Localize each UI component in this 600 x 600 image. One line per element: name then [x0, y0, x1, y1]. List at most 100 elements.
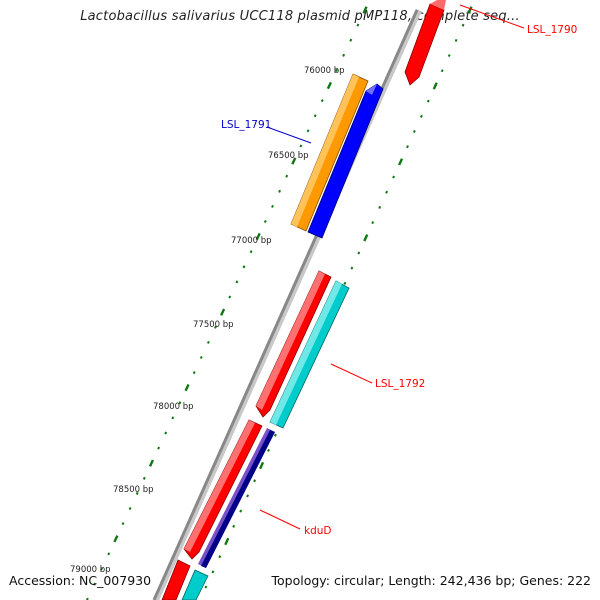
tick-mark	[224, 537, 230, 546]
tick-mark	[306, 129, 310, 133]
tick-label-76000: 76000 bp	[304, 66, 345, 76]
tick-mark	[142, 476, 146, 480]
tick-mark	[271, 204, 274, 208]
tick-mark	[335, 68, 338, 72]
tick-label-78000: 78000 bp	[153, 402, 194, 412]
tick-mark	[447, 54, 451, 58]
backbone-shadow	[153, 8, 422, 600]
gene-label-lsl-1792[interactable]: LSL_1792	[375, 378, 425, 390]
map-title: Lactobacillus salivarius UCC118 plasmid …	[80, 9, 520, 24]
tick-marks	[85, 6, 473, 600]
tick-mark	[192, 371, 196, 375]
tick-mark	[204, 585, 208, 589]
tick-mark	[461, 23, 465, 27]
tick-mark	[371, 221, 375, 225]
tick-mark	[178, 401, 182, 405]
tick-mark	[313, 114, 317, 118]
tick-mark	[128, 506, 132, 511]
tick-mark	[93, 582, 96, 586]
leader-lsl-1790	[459, 4, 525, 29]
tick-mark	[255, 232, 261, 241]
tick-mark	[220, 308, 226, 316]
tick-mark	[259, 461, 265, 470]
tick-mark	[164, 431, 168, 435]
leader-lsl-1792	[330, 363, 373, 384]
tick-mark	[100, 567, 104, 571]
tick-mark	[392, 175, 396, 179]
tick-mark	[211, 570, 215, 574]
accession-label: Accession: NC_007930	[9, 573, 152, 588]
tick-mark	[419, 114, 423, 118]
tick-mark	[246, 494, 250, 498]
tick-mark	[267, 448, 270, 452]
topology-summary: Topology: circular; Length: 242,436 bp; …	[271, 573, 592, 588]
tick-mark	[432, 82, 438, 90]
tick-mark	[426, 99, 430, 103]
tick-mark	[398, 158, 404, 166]
tick-mark	[113, 535, 119, 543]
tick-label-79000: 79000 bp	[70, 565, 111, 575]
tick-mark	[385, 190, 389, 194]
tick-mark	[171, 416, 175, 420]
tick-mark	[199, 355, 203, 359]
tick-mark	[406, 145, 409, 149]
tick-mark	[299, 144, 303, 148]
tick-mark	[285, 174, 289, 178]
leader-kdud	[259, 509, 301, 530]
gene-label-lsl-1790[interactable]: LSL_1790	[527, 24, 577, 36]
tick-mark	[342, 53, 346, 57]
tick-mark	[278, 189, 282, 193]
tick-mark	[467, 6, 473, 14]
tick-mark	[273, 433, 277, 437]
tick-mark	[343, 281, 347, 285]
feature-lsl-1791[interactable]	[307, 83, 384, 239]
tick-mark	[253, 479, 257, 483]
leader-lsl-1791	[266, 126, 312, 144]
tick-label-78500: 78500 bp	[113, 485, 154, 495]
tick-mark	[206, 340, 210, 344]
tick-mark	[214, 325, 217, 329]
tick-mark	[148, 459, 154, 467]
tick-mark	[291, 157, 297, 165]
feature-lsl-1790[interactable]	[404, 0, 446, 86]
tick-mark	[357, 251, 361, 255]
tick-mark	[235, 280, 239, 284]
tick-mark	[378, 205, 382, 209]
tick-mark	[218, 555, 222, 559]
tick-label-77000: 77000 bp	[231, 236, 272, 246]
tick-mark	[121, 522, 125, 526]
tick-mark	[440, 69, 444, 73]
tick-mark	[362, 6, 368, 14]
tick-mark	[326, 81, 332, 90]
tick-mark	[350, 266, 354, 270]
tick-label-76500: 76500 bp	[268, 151, 309, 161]
tick-mark	[184, 383, 190, 392]
tick-mark	[232, 524, 236, 528]
gene-label-lsl-1791[interactable]: LSL_1791	[221, 119, 271, 131]
tick-mark	[363, 234, 369, 242]
tick-mark	[349, 38, 353, 42]
tick-mark	[412, 129, 416, 134]
tick-mark	[249, 250, 253, 254]
tick-mark	[107, 552, 111, 556]
tick-mark	[228, 295, 232, 299]
feature-bottom-cyan[interactable]	[181, 569, 209, 600]
feature-kdud-red[interactable]	[183, 419, 263, 560]
gene-label-kdud[interactable]: kduD	[304, 525, 332, 537]
tick-mark	[356, 23, 360, 27]
tick-mark	[135, 491, 139, 495]
feature-lsl-1792-cyan[interactable]	[269, 280, 350, 429]
tick-mark	[320, 99, 324, 103]
tick-mark	[157, 446, 161, 450]
feature-orange[interactable]	[290, 73, 369, 232]
feature-kdud-purple[interactable]	[198, 428, 275, 568]
tick-mark	[454, 38, 458, 42]
tick-mark	[263, 219, 267, 224]
feature-lsl-1792-red[interactable]	[255, 270, 332, 418]
tick-mark	[242, 265, 246, 269]
tick-label-77500: 77500 bp	[193, 320, 234, 330]
tick-mark	[239, 509, 243, 513]
feature-bottom-red[interactable]	[161, 559, 191, 600]
